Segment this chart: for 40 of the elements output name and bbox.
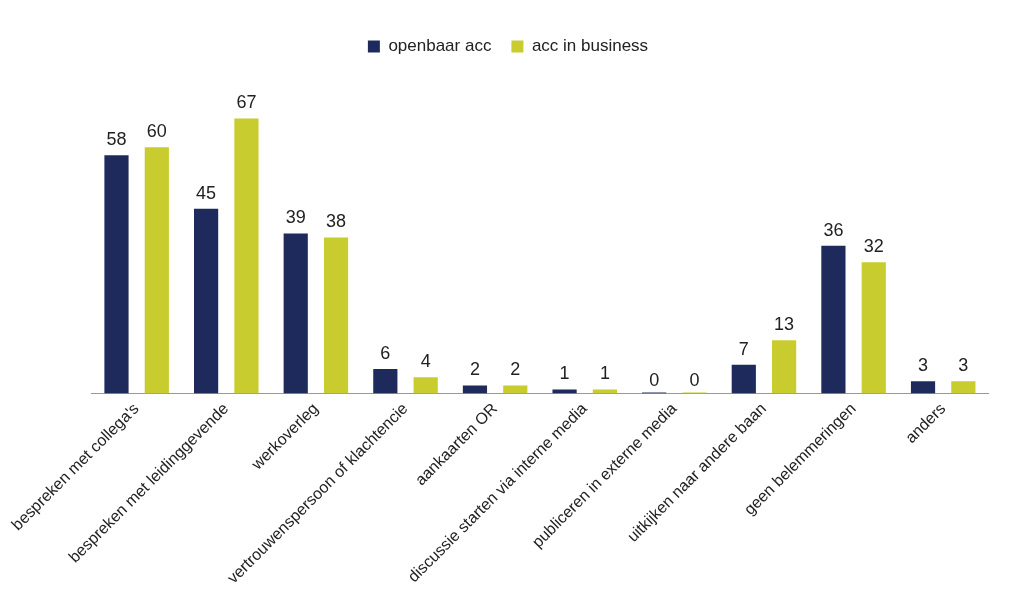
bar [104, 155, 129, 394]
bar [731, 364, 756, 394]
data-label: 58 [106, 129, 127, 150]
data-label: 7 [738, 338, 749, 359]
data-label: 6 [380, 342, 391, 363]
data-label: 2 [469, 359, 480, 380]
data-label: 4 [420, 351, 431, 372]
legend-label: openbaar acc [388, 36, 492, 56]
data-label: 3 [918, 355, 929, 376]
data-label: 67 [236, 92, 257, 113]
data-label: 39 [285, 207, 306, 228]
legend-label: acc in business [531, 36, 649, 56]
bar [503, 385, 528, 394]
data-label: 1 [599, 363, 610, 384]
bar [821, 245, 846, 394]
data-label: 38 [326, 211, 347, 232]
data-label: 32 [863, 236, 884, 257]
data-label: 1 [559, 363, 570, 384]
bar [413, 377, 438, 394]
bar [323, 237, 349, 394]
data-label: 0 [649, 369, 660, 390]
bar [373, 368, 398, 394]
bar [552, 389, 577, 394]
bar [772, 340, 797, 394]
data-label: 60 [146, 121, 167, 142]
data-label: 0 [689, 369, 700, 390]
data-label: 2 [510, 359, 521, 380]
data-label: 36 [823, 219, 844, 240]
bar [144, 147, 169, 394]
bar [910, 381, 936, 394]
data-label: 3 [958, 355, 969, 376]
bar [283, 233, 308, 394]
data-label: 13 [774, 314, 795, 335]
bar [234, 118, 259, 394]
data-label: 45 [196, 182, 217, 203]
bar [592, 389, 617, 394]
bar [951, 381, 976, 394]
bar [194, 208, 219, 394]
bar [462, 385, 488, 394]
bar [861, 262, 886, 394]
